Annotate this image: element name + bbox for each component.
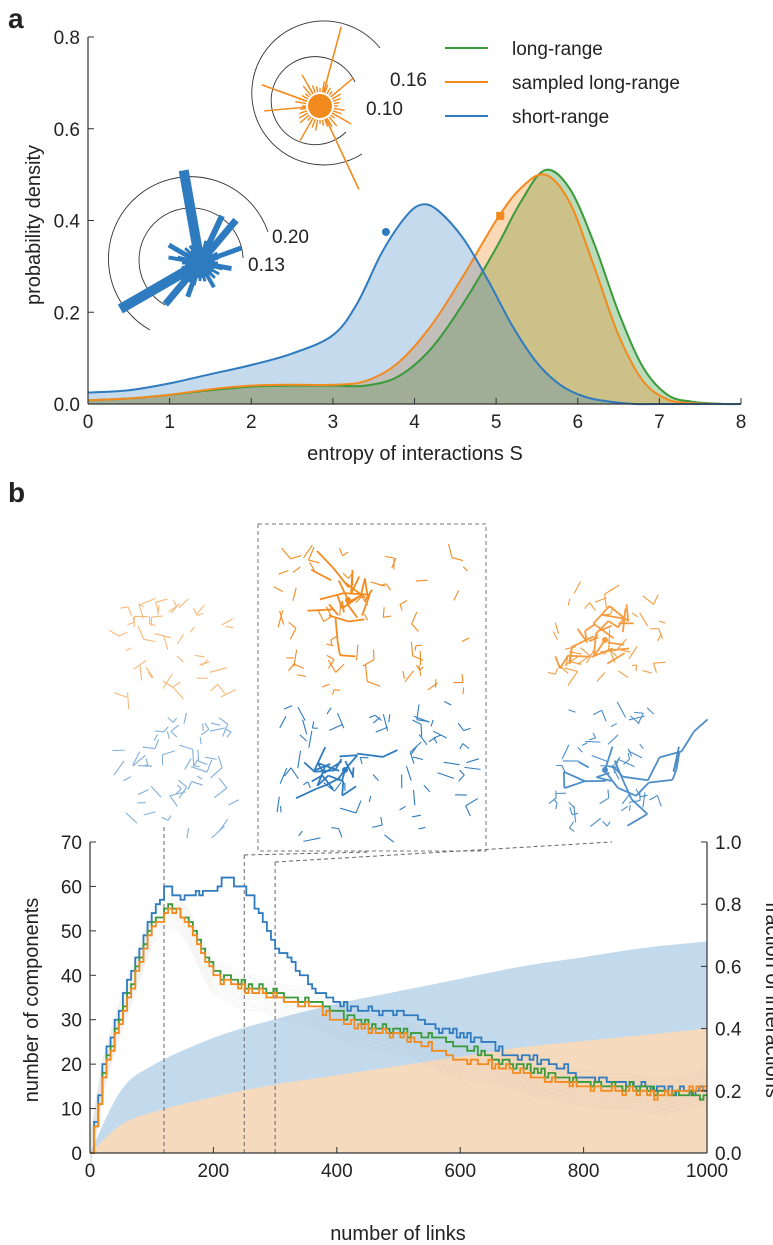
components-right-tick: 0.6 bbox=[715, 957, 741, 978]
density-fill-long-range bbox=[88, 169, 741, 405]
components-right-tick: 0.4 bbox=[715, 1020, 742, 1041]
inset-short-center bbox=[185, 248, 215, 278]
density-y-tick: 0.8 bbox=[54, 28, 80, 49]
components-right-tick: 0.2 bbox=[715, 1082, 741, 1103]
density-x-tick: 6 bbox=[572, 412, 583, 433]
network-snapshots bbox=[108, 523, 709, 852]
components-x-tick: 0 bbox=[85, 1161, 96, 1182]
density-y-tick: 0.4 bbox=[54, 212, 81, 233]
density-fill-sampled-long-range bbox=[88, 174, 741, 405]
components-chart: 0 200 400 600 800 1000 0 10 20 30 40 50 60 70 0.0 0.2 0.… bbox=[21, 827, 773, 1245]
components-y-tick: 20 bbox=[61, 1055, 82, 1076]
components-y-tick: 10 bbox=[61, 1100, 82, 1121]
density-x-tick: 0 bbox=[83, 412, 94, 433]
density-x-tick: 3 bbox=[328, 412, 339, 433]
network-thumbnail bbox=[108, 597, 236, 710]
components-ticks: 0 200 400 600 800 1000 0 10 20 30 40 50 60 70 0.0 0.2 0.… bbox=[61, 833, 742, 1182]
components-right-axis-label: fraction of interactions bbox=[761, 902, 773, 1098]
density-x-tick: 2 bbox=[246, 412, 257, 433]
density-y-tick: 0.6 bbox=[54, 120, 80, 141]
density-fill-short-range bbox=[88, 204, 741, 405]
density-x-tick: 7 bbox=[654, 412, 665, 433]
inset-sampled-center bbox=[308, 94, 332, 118]
components-y-tick: 0 bbox=[71, 1144, 82, 1165]
components-x-tick: 400 bbox=[321, 1161, 353, 1182]
network-thumbnail bbox=[273, 543, 470, 695]
density-line-short-range bbox=[87, 203, 741, 406]
density-x-tick: 1 bbox=[164, 412, 175, 433]
panel-a-label: a bbox=[8, 3, 24, 34]
panel-b-label: b bbox=[8, 477, 25, 508]
components-x-tick: 1000 bbox=[686, 1161, 728, 1182]
components-x-axis-label: number of links bbox=[330, 1223, 466, 1245]
density-x-tick: 4 bbox=[409, 412, 420, 433]
legend-label-long-range: long-range bbox=[512, 39, 603, 60]
components-axes bbox=[89, 842, 708, 1154]
inset-sampled-spokes bbox=[261, 26, 360, 190]
components-y-tick: 60 bbox=[61, 877, 82, 898]
density-marker-short-range bbox=[381, 227, 390, 236]
density-y-tick: 0.0 bbox=[54, 395, 80, 416]
inset-short-radial: 0.20 0.13 bbox=[108, 169, 309, 331]
components-line-short-range bbox=[90, 876, 707, 1154]
inset-sampled-ring-inner: 0.10 bbox=[366, 99, 403, 120]
components-y-tick: 50 bbox=[61, 922, 82, 943]
components-x-tick: 800 bbox=[568, 1161, 600, 1182]
components-line-sampled-long-range bbox=[90, 907, 707, 1154]
legend-label-short-range: short-range bbox=[512, 107, 609, 128]
components-y-tick: 30 bbox=[61, 1011, 82, 1032]
density-line-sampled-long-range bbox=[87, 173, 742, 406]
density-marker-sampled bbox=[496, 211, 505, 220]
highlight-snapshot-box bbox=[257, 523, 487, 852]
components-x-tick: 600 bbox=[444, 1161, 476, 1182]
network-thumbnail bbox=[547, 581, 666, 686]
legend-label-sampled: sampled long-range bbox=[512, 73, 680, 94]
density-fills bbox=[88, 169, 741, 405]
density-chart: 0 1 2 3 4 5 6 7 8 0.0 0.2 0.4 0.6 0.8 entropy of inte… bbox=[23, 20, 747, 465]
components-y-tick: 40 bbox=[61, 966, 82, 987]
density-y-axis-label: probability density bbox=[23, 145, 45, 305]
density-x-tick: 8 bbox=[736, 412, 747, 433]
density-legend: long-range sampled long-range short-rang… bbox=[445, 39, 680, 128]
components-right-tick: 0.0 bbox=[715, 1144, 741, 1165]
network-thumbnail bbox=[276, 700, 481, 843]
density-ticks: 0 1 2 3 4 5 6 7 8 0.0 0.2 0.4 0.6 0.8 bbox=[54, 28, 747, 433]
interaction-bands bbox=[90, 941, 707, 1153]
density-x-axis-label: entropy of interactions S bbox=[307, 443, 523, 465]
inset-short-ring-inner: 0.13 bbox=[248, 255, 285, 276]
inset-short-spokes bbox=[117, 169, 243, 314]
network-thumbnail bbox=[548, 701, 709, 832]
components-lines bbox=[90, 876, 707, 1154]
components-y-axis-label: number of components bbox=[21, 898, 43, 1103]
snapshot-guides bbox=[163, 827, 613, 1153]
network-thumbnail bbox=[112, 712, 240, 839]
density-x-tick: 5 bbox=[491, 412, 502, 433]
inset-short-ring-outer: 0.20 bbox=[272, 227, 309, 248]
components-y-tick: 70 bbox=[61, 833, 82, 854]
components-right-tick: 0.8 bbox=[715, 895, 741, 916]
components-x-tick: 200 bbox=[198, 1161, 230, 1182]
density-lines bbox=[87, 168, 742, 406]
density-y-tick: 0.2 bbox=[54, 303, 80, 324]
inset-sampled-radial: 0.16 0.10 bbox=[251, 20, 427, 190]
components-right-tick: 1.0 bbox=[715, 833, 741, 854]
inset-sampled-ring-outer: 0.16 bbox=[390, 70, 427, 91]
